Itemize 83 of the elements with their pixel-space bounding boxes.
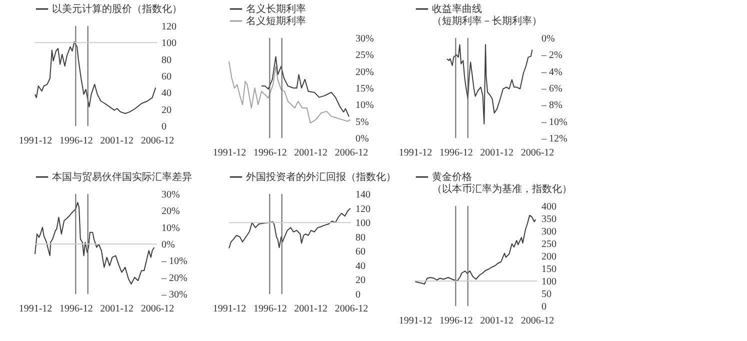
x-tick-label: 2001-12 — [100, 136, 134, 146]
y-tick-label: 100 — [162, 38, 176, 50]
line-series — [446, 44, 533, 124]
x-tick-label: 1991-12 — [398, 316, 432, 326]
y-tick-label: – 4% — [540, 66, 562, 78]
y-tick-label: 25% — [356, 50, 374, 62]
y-tick-label: 0% — [542, 34, 555, 44]
y-tick-label: 30% — [356, 34, 374, 44]
y-tick-label: 40 — [356, 260, 366, 272]
y-tick-label: 30% — [162, 190, 180, 200]
y-tick-label: 120 — [162, 22, 176, 32]
y-tick-label: 40 — [162, 88, 172, 100]
y-tick-label: 10% — [356, 100, 374, 112]
y-tick-label: 120 — [356, 204, 370, 215]
y-tick-label: 150 — [542, 264, 556, 275]
legend-label: 收益率曲线（短期利率－长期利率） — [432, 3, 542, 27]
y-tick-label: 80 — [162, 54, 172, 66]
x-tick-label: 2006-12 — [520, 316, 554, 326]
legend-label: 外国投资者的外汇回报（指数化） — [246, 171, 396, 183]
y-tick-label: – 2% — [540, 50, 562, 62]
line-series — [34, 41, 156, 114]
y-tick-label: 20% — [356, 66, 374, 78]
y-tick-label: 140 — [356, 190, 370, 200]
legend-label: 名义长期利率 — [246, 3, 306, 15]
y-tick-label: 80 — [356, 232, 366, 244]
y-tick-label: – 10% — [540, 116, 568, 128]
y-tick-label: 400 — [542, 202, 556, 212]
x-tick-label: 1996-12 — [60, 304, 93, 314]
x-tick-label: 2006-12 — [140, 136, 174, 146]
x-tick-label: 2006-12 — [140, 304, 174, 314]
y-tick-label: 5% — [356, 116, 369, 128]
y-tick-label: 20 — [162, 104, 172, 116]
y-tick-label: 0% — [356, 134, 369, 144]
legend-label: 以美元计算的股价（指数化） — [52, 3, 182, 15]
y-tick-label: 250 — [542, 239, 556, 250]
y-tick-label: 100 — [542, 276, 556, 288]
x-tick-label: 2006-12 — [520, 148, 554, 158]
x-tick-label: 1996-12 — [254, 148, 287, 158]
line-series — [414, 215, 536, 284]
line-series — [34, 202, 155, 284]
line-series — [228, 208, 351, 249]
y-tick-label: 0% — [162, 240, 175, 250]
y-tick-label: – 8% — [540, 100, 562, 112]
y-tick-label: 15% — [356, 84, 374, 94]
x-tick-label: 2001-12 — [100, 304, 134, 314]
y-tick-label: 0 — [356, 290, 360, 300]
y-tick-label: – 20% — [160, 272, 188, 284]
x-tick-label: 1991-12 — [212, 304, 246, 314]
y-tick-label: 300 — [542, 226, 556, 238]
y-tick-label: 20 — [356, 275, 366, 286]
x-tick-label: 1996-12 — [440, 316, 473, 326]
x-tick-label: 2001-12 — [294, 148, 328, 158]
x-tick-label: 1991-12 — [398, 148, 432, 158]
x-tick-label: 2001-12 — [480, 148, 514, 158]
y-tick-label: 200 — [542, 252, 556, 262]
line-series — [261, 56, 350, 118]
x-tick-label: 2001-12 — [294, 304, 328, 314]
legend-label: 本国与贸易伙伴国实际汇率差异 — [52, 171, 192, 183]
x-tick-label: 1996-12 — [254, 304, 287, 314]
x-tick-label: 1991-12 — [212, 148, 246, 158]
x-tick-label: 2001-12 — [480, 316, 514, 326]
x-tick-label: 1991-12 — [18, 136, 52, 146]
y-tick-label: – 6% — [540, 84, 562, 94]
y-tick-label: 60 — [162, 72, 172, 82]
x-tick-label: 1991-12 — [18, 304, 52, 314]
legend-label: 名义短期利率 — [246, 15, 306, 27]
line-series — [228, 60, 351, 124]
y-tick-label: 0 — [542, 302, 546, 312]
y-tick-label: 0 — [162, 122, 166, 132]
legend-label: 黄金价格（以本币汇率为基准，指数化） — [432, 171, 572, 195]
x-tick-label: 1996-12 — [440, 148, 473, 158]
y-tick-label: 60 — [356, 246, 366, 258]
y-tick-label: – 12% — [540, 134, 568, 144]
y-tick-label: 10% — [162, 222, 180, 234]
x-tick-label: 2006-12 — [334, 304, 368, 314]
y-tick-label: 100 — [356, 218, 370, 230]
x-tick-label: 2006-12 — [334, 148, 368, 158]
y-tick-label: 20% — [162, 206, 180, 218]
y-tick-label: – 10% — [160, 256, 188, 268]
x-tick-label: 1996-12 — [60, 136, 93, 146]
y-tick-label: – 30% — [160, 290, 188, 300]
y-tick-label: 50 — [542, 289, 552, 300]
y-tick-label: 350 — [542, 214, 556, 225]
